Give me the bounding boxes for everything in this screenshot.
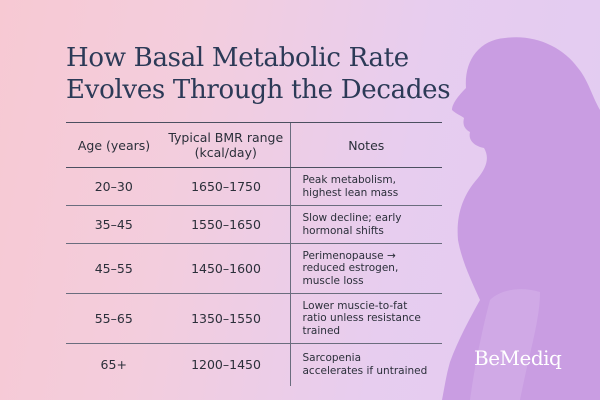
header-bmr-range: Typical BMR range (kcal/day)	[162, 122, 290, 168]
note-line: Slow decline; early	[302, 212, 402, 224]
notes-cell: Perimenopause → reduced estrogen, muscle…	[289, 243, 442, 294]
table-row: 20–30 1650–1750 Peak metabolism, highest…	[66, 167, 442, 206]
bmr-range-cell: 1550–1650	[162, 205, 290, 244]
bmr-range-cell: 1200–1450	[191, 357, 261, 373]
notes-cell: Lower muscie-to-fat ratio unless resista…	[289, 293, 442, 344]
note-line: Peak metabolism,	[302, 174, 396, 186]
title-line-1: How Basal Metabolic Rate	[66, 43, 409, 73]
title-line-2: Evolves Through the Decades	[66, 75, 451, 105]
age-cell: 45–55	[66, 243, 162, 294]
bmr-range-cell: 1350–1550	[162, 293, 290, 344]
note-line: trained	[302, 324, 341, 337]
note-line: reduced estrogen,	[302, 262, 399, 275]
table-row: 35–45 1550–1650 Slow decline; early horm…	[66, 205, 442, 244]
age-cell: 55–65	[66, 293, 162, 344]
age-cell: 20–30	[66, 167, 162, 206]
note-line: accelerates if untrained	[302, 364, 428, 377]
table-row: 45–55 1450–1600 Perimenopause → reduced …	[66, 243, 442, 294]
note-line: highest lean mass	[302, 186, 399, 199]
page-title: How Basal Metabolic Rate Evolves Through…	[66, 42, 486, 106]
header-notes-label: Notes	[348, 137, 385, 153]
note-line: Sarcopenia	[302, 352, 362, 365]
note-line: muscle loss	[302, 274, 364, 287]
age-cell: 35–45	[66, 205, 162, 244]
bmr-table: Age (years) Typical BMR range (kcal/day)…	[66, 122, 442, 386]
header-age-label: Age (years)	[77, 137, 151, 153]
notes-cell: Peak metabolism, highest lean mass	[289, 167, 442, 206]
header-notes: Notes	[289, 122, 442, 168]
brand-logo: BeMediq	[474, 346, 562, 370]
notes-cell: Sarcopenia accelerates if untrained	[289, 343, 442, 386]
table-header-row: Age (years) Typical BMR range (kcal/day)…	[66, 122, 442, 168]
bmr-range-cell: 1450–1600	[162, 243, 290, 294]
notes-cell: Slow decline; early hormonal shifts	[289, 205, 442, 244]
note-line: hormonal shifts	[302, 224, 384, 237]
note-line: Perimenopause →	[302, 249, 396, 262]
header-bmr-label: Typical BMR range (kcal/day)	[168, 130, 284, 160]
note-line: ratio unless resistance	[302, 312, 421, 325]
note-line: Lower muscie-to-fat	[302, 299, 408, 312]
table-row: 55–65 1350–1550 Lower muscie-to-fat rati…	[66, 293, 442, 344]
header-age: Age (years)	[66, 122, 162, 168]
bmr-range-cell: 1650–1750	[162, 167, 290, 206]
age-cell: 65+	[100, 357, 127, 373]
table-row: 65+ 1200–1450 Sarcopenia accelerates if …	[66, 343, 442, 386]
